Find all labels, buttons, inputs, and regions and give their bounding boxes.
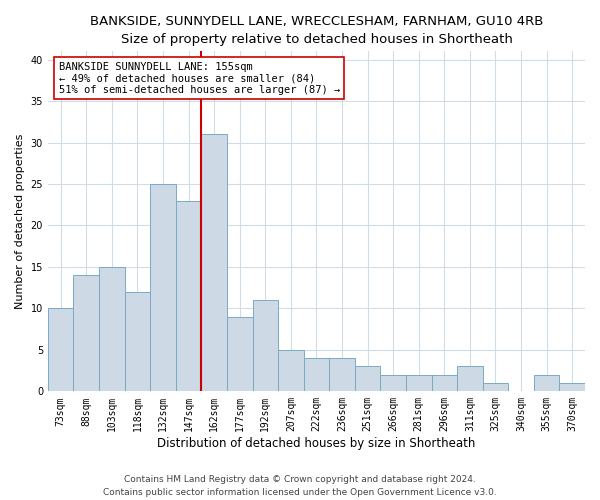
Text: BANKSIDE SUNNYDELL LANE: 155sqm
← 49% of detached houses are smaller (84)
51% of: BANKSIDE SUNNYDELL LANE: 155sqm ← 49% of… xyxy=(59,62,340,94)
Bar xyxy=(73,275,99,392)
Bar xyxy=(125,292,150,392)
Bar xyxy=(278,350,304,392)
Title: BANKSIDE, SUNNYDELL LANE, WRECCLESHAM, FARNHAM, GU10 4RB
Size of property relati: BANKSIDE, SUNNYDELL LANE, WRECCLESHAM, F… xyxy=(90,15,543,46)
Text: Contains HM Land Registry data © Crown copyright and database right 2024.
Contai: Contains HM Land Registry data © Crown c… xyxy=(103,475,497,497)
Bar xyxy=(431,374,457,392)
Bar xyxy=(227,316,253,392)
Bar xyxy=(253,300,278,392)
Bar xyxy=(406,374,431,392)
Bar xyxy=(48,308,73,392)
Bar xyxy=(329,358,355,392)
Bar xyxy=(559,383,585,392)
Bar xyxy=(176,200,202,392)
Bar xyxy=(534,374,559,392)
X-axis label: Distribution of detached houses by size in Shortheath: Distribution of detached houses by size … xyxy=(157,437,476,450)
Bar xyxy=(355,366,380,392)
Bar xyxy=(482,383,508,392)
Bar xyxy=(457,366,482,392)
Bar xyxy=(150,184,176,392)
Y-axis label: Number of detached properties: Number of detached properties xyxy=(15,134,25,309)
Bar xyxy=(304,358,329,392)
Bar xyxy=(202,134,227,392)
Bar xyxy=(99,267,125,392)
Bar xyxy=(380,374,406,392)
